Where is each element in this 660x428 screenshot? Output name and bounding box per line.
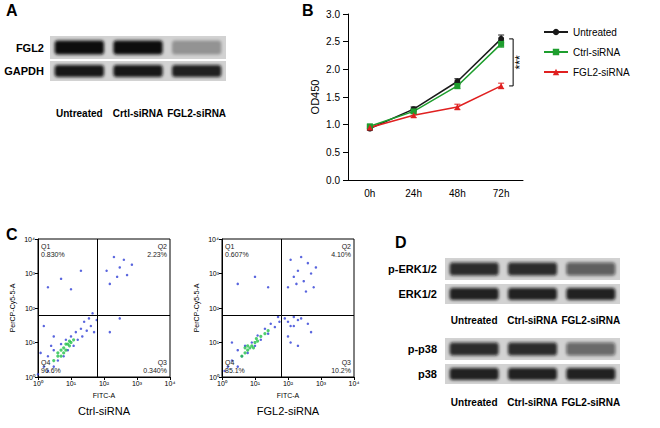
svg-text:Q2: Q2 [342,243,351,251]
svg-text:10⁴: 10⁴ [349,380,360,387]
svg-text:FGL2-siRNA: FGL2-siRNA [167,108,226,119]
svg-text:Ctrl-siRNA: Ctrl-siRNA [78,405,131,417]
svg-text:FGL2: FGL2 [16,42,44,54]
svg-text:C: C [6,226,18,243]
svg-text:Q3: Q3 [342,359,351,367]
svg-text:10⁰: 10⁰ [25,373,35,381]
svg-text:10¹: 10¹ [66,380,77,387]
svg-text:72h: 72h [493,188,510,199]
svg-text:10²: 10² [25,305,36,312]
svg-text:0.5: 0.5 [326,147,340,158]
svg-text:2.5: 2.5 [326,36,340,47]
svg-text:10⁰: 10⁰ [217,380,228,387]
svg-text:96.6%: 96.6% [41,367,61,374]
svg-text:p38: p38 [418,368,437,380]
svg-text:Q4: Q4 [41,359,50,367]
svg-text:10¹: 10¹ [209,339,220,346]
svg-text:Ctrl-siRNA: Ctrl-siRNA [507,397,558,408]
svg-text:2.23%: 2.23% [147,251,167,258]
svg-text:48h: 48h [449,188,466,199]
svg-text:10³: 10³ [132,380,143,387]
svg-text:10⁴: 10⁴ [165,380,176,387]
svg-text:PerCP-Cy5-5-A: PerCP-Cy5-5-A [9,283,17,332]
svg-text:OD450: OD450 [309,80,321,115]
svg-text:FGL2-siRNA: FGL2-siRNA [573,67,630,78]
svg-text:10¹: 10¹ [25,339,36,346]
svg-text:Q3: Q3 [158,359,167,367]
svg-text:FITC-A: FITC-A [93,392,116,399]
svg-text:10⁴: 10⁴ [208,236,219,243]
svg-text:Untreated: Untreated [573,27,617,38]
svg-text:Untreated: Untreated [451,397,498,408]
svg-text:0h: 0h [364,188,375,199]
svg-text:Crtl-siRNA: Crtl-siRNA [113,108,164,119]
svg-text:10²: 10² [209,305,220,312]
svg-text:0.340%: 0.340% [143,367,167,374]
svg-text:ERK1/2: ERK1/2 [398,288,437,300]
svg-text:85.1%: 85.1% [225,367,245,374]
svg-text:Ctrl-siRNA: Ctrl-siRNA [507,315,558,326]
svg-text:***: *** [513,55,527,69]
svg-text:3.0: 3.0 [326,9,340,20]
svg-text:10⁰: 10⁰ [209,373,219,381]
svg-text:FGL2-siRNA: FGL2-siRNA [561,397,620,408]
svg-text:0.0: 0.0 [326,175,340,186]
svg-text:Ctrl-siRNA: Ctrl-siRNA [573,47,621,58]
svg-text:A: A [6,2,18,19]
svg-text:FGL2-siRNA: FGL2-siRNA [561,315,620,326]
svg-text:24h: 24h [405,188,422,199]
svg-text:p-p38: p-p38 [408,343,437,355]
svg-text:10³: 10³ [209,270,220,277]
svg-text:10⁴: 10⁴ [24,236,35,243]
svg-text:Q2: Q2 [158,243,167,251]
svg-text:10³: 10³ [316,380,327,387]
svg-text:0.830%: 0.830% [41,251,65,258]
svg-text:10⁰: 10⁰ [33,380,44,387]
svg-text:1.0: 1.0 [326,119,340,130]
svg-text:10²: 10² [283,380,294,387]
svg-text:10²: 10² [99,380,110,387]
svg-text:2.0: 2.0 [326,64,340,75]
svg-text:FGL2-siRNA: FGL2-siRNA [257,405,320,417]
svg-text:FITC-A: FITC-A [277,392,300,399]
svg-text:B: B [302,2,314,19]
svg-text:4.10%: 4.10% [331,251,351,258]
svg-text:Q4: Q4 [225,359,234,367]
svg-text:10³: 10³ [25,270,36,277]
svg-text:Untreated: Untreated [451,315,498,326]
svg-text:Q1: Q1 [41,243,50,251]
svg-text:0.607%: 0.607% [225,251,249,258]
svg-text:10.2%: 10.2% [331,367,351,374]
svg-text:PerCP-Cy5-5-A: PerCP-Cy5-5-A [193,283,201,332]
svg-text:Untreated: Untreated [56,108,103,119]
svg-text:GAPDH: GAPDH [4,65,44,77]
svg-text:D: D [395,234,407,251]
svg-text:p-ERK1/2: p-ERK1/2 [388,263,437,275]
svg-text:10¹: 10¹ [250,380,261,387]
svg-text:1.5: 1.5 [326,92,340,103]
svg-text:Q1: Q1 [225,243,234,251]
